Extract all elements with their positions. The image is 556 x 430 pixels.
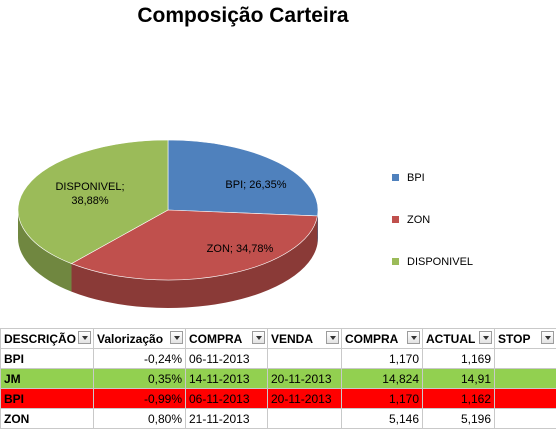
legend-swatch-zon <box>392 216 399 223</box>
filter-dropdown-icon[interactable] <box>78 331 91 344</box>
header-compra: COMPRA <box>341 328 423 349</box>
cell-valorizacao[interactable]: -0,99% <box>93 388 186 409</box>
cell-desc[interactable]: BPI <box>0 348 94 369</box>
legend-label-zon: ZON <box>407 213 431 226</box>
legend-swatch-disponivel <box>392 258 399 265</box>
portfolio-table: DESCRIÇÃO Valorização COMPRA VENDA COMPR… <box>0 328 556 429</box>
table-header-row: DESCRIÇÃO Valorização COMPRA VENDA COMPR… <box>0 328 556 349</box>
pie-side-zon <box>71 215 318 308</box>
cell-venda[interactable] <box>267 348 342 369</box>
legend-label-disponivel: DISPONIVEL <box>407 255 474 268</box>
header-descricao: DESCRIÇÃO <box>0 328 94 349</box>
pie-side-disponivel <box>17 210 72 292</box>
filter-dropdown-icon[interactable] <box>479 331 492 344</box>
header-valorizacao: Valorização <box>93 328 186 349</box>
cell-compra-date[interactable]: 14-11-2013 <box>185 368 268 389</box>
cell-desc[interactable]: BPI <box>0 388 94 409</box>
pie-chart: BPI; 26,35% ZON; 34,78% DISPONIVEL; 38,88% <box>17 139 319 308</box>
pie-slice-disponivel <box>17 139 169 264</box>
cell-compra-date[interactable]: 06-11-2013 <box>185 348 268 369</box>
legend-label-bpi: BPI <box>407 171 425 184</box>
cell-desc[interactable]: ZON <box>0 408 94 429</box>
chart-title: Composição Carteira <box>137 4 349 27</box>
pie-slice-zon <box>70 209 318 281</box>
cell-stop[interactable] <box>494 408 556 429</box>
filter-dropdown-icon[interactable] <box>407 331 420 344</box>
header-actual: ACTUAL <box>422 328 495 349</box>
cell-compra[interactable]: 5,146 <box>341 408 423 429</box>
data-label-disponivel-line1: DISPONIVEL; <box>55 181 124 193</box>
data-label-disponivel-line2: 38,88% <box>71 195 109 207</box>
cell-stop[interactable] <box>494 348 556 369</box>
table-row: BPI -0,24% 06-11-2013 1,170 1,169 <box>0 348 556 369</box>
filter-dropdown-icon[interactable] <box>170 331 183 344</box>
table-row: ZON 0,80% 21-11-2013 5,146 5,196 <box>0 408 556 429</box>
cell-actual[interactable]: 5,196 <box>422 408 495 429</box>
cell-venda[interactable]: 20-11-2013 <box>267 368 342 389</box>
cell-valorizacao[interactable]: 0,80% <box>93 408 186 429</box>
cell-compra[interactable]: 14,824 <box>341 368 423 389</box>
cell-actual[interactable]: 14,91 <box>422 368 495 389</box>
data-label-zon: ZON; 34,78% <box>207 243 274 255</box>
cell-compra[interactable]: 1,170 <box>341 388 423 409</box>
filter-dropdown-icon[interactable] <box>326 331 339 344</box>
cell-actual[interactable]: 1,169 <box>422 348 495 369</box>
legend-item-disponivel: DISPONIVEL <box>392 254 473 269</box>
table-row: JM 0,35% 14-11-2013 20-11-2013 14,824 14… <box>0 368 556 389</box>
cell-compra-date[interactable]: 06-11-2013 <box>185 388 268 409</box>
cell-stop[interactable] <box>494 388 556 409</box>
header-stop: STOP <box>494 328 556 349</box>
pie-side-bpi <box>317 210 318 244</box>
chart-legend: BPI ZON DISPONIVEL <box>392 170 473 296</box>
pie-slice-bpi <box>167 139 319 217</box>
legend-item-bpi: BPI <box>392 170 473 185</box>
data-label-bpi: BPI; 26,35% <box>225 179 286 191</box>
legend-swatch-bpi <box>392 174 399 181</box>
cell-stop[interactable] <box>494 368 556 389</box>
cell-compra[interactable]: 1,170 <box>341 348 423 369</box>
cell-valorizacao[interactable]: 0,35% <box>93 368 186 389</box>
cell-valorizacao[interactable]: -0,24% <box>93 348 186 369</box>
cell-compra-date[interactable]: 21-11-2013 <box>185 408 268 429</box>
table-row: BPI -0,99% 06-11-2013 20-11-2013 1,170 1… <box>0 388 556 409</box>
header-compra-date: COMPRA <box>185 328 268 349</box>
cell-venda[interactable]: 20-11-2013 <box>267 388 342 409</box>
header-venda: VENDA <box>267 328 342 349</box>
filter-dropdown-icon[interactable] <box>541 331 554 344</box>
cell-desc[interactable]: JM <box>0 368 94 389</box>
filter-dropdown-icon[interactable] <box>252 331 265 344</box>
cell-actual[interactable]: 1,162 <box>422 388 495 409</box>
cell-venda[interactable] <box>267 408 342 429</box>
legend-item-zon: ZON <box>392 212 473 227</box>
